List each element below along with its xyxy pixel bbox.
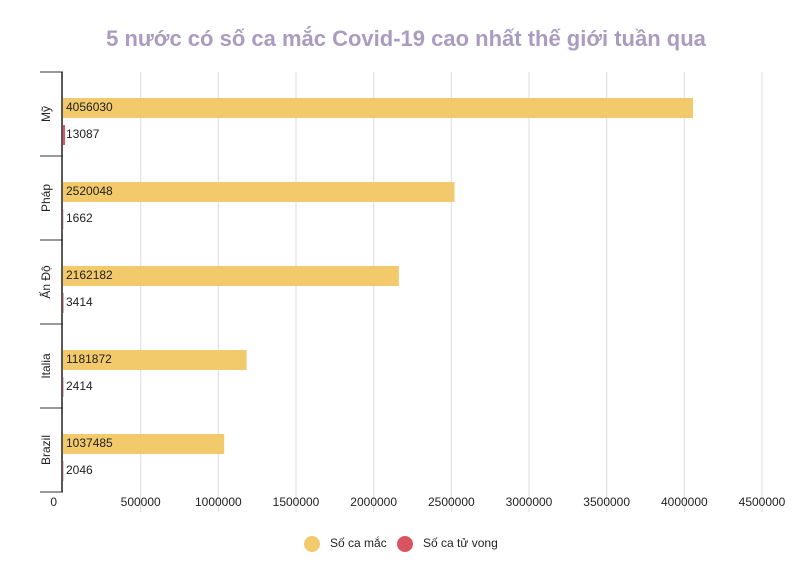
bar	[63, 125, 66, 145]
x-tick-label: 500000	[121, 495, 161, 509]
bar	[63, 434, 225, 454]
bar	[63, 350, 247, 370]
value-label: 2162182	[66, 268, 113, 282]
x-tick-label: 0	[50, 495, 57, 509]
x-tick-label: 2500000	[428, 495, 475, 509]
x-tick-label: 3500000	[583, 495, 630, 509]
x-tick-label: 1500000	[273, 495, 320, 509]
y-tick-label: Brazil	[39, 435, 53, 465]
chart-title: 5 nước có số ca mắc Covid-19 cao nhất th…	[106, 26, 707, 51]
x-tick-label: 4500000	[739, 495, 786, 509]
bar	[63, 182, 455, 202]
value-label: 1662	[66, 211, 93, 225]
x-tick-label: 2000000	[350, 495, 397, 509]
value-label: 4056030	[66, 100, 113, 114]
x-tick-label: 3000000	[506, 495, 553, 509]
legend-swatch	[397, 536, 413, 552]
legend-label: Số ca mắc	[330, 535, 387, 550]
value-label: 2414	[66, 379, 93, 393]
bar	[63, 266, 399, 286]
value-label: 1037485	[66, 436, 113, 450]
y-tick-label: Italia	[39, 353, 53, 379]
y-tick-label: Pháp	[39, 184, 53, 212]
y-tick-label: Ấn Độ	[38, 265, 53, 299]
value-label: 2046	[66, 463, 93, 477]
value-label: 2520048	[66, 184, 113, 198]
bar	[63, 293, 64, 313]
value-label: 13087	[66, 127, 100, 141]
value-label: 1181872	[66, 352, 112, 366]
value-label: 3414	[66, 295, 93, 309]
y-tick-label: Mỹ	[39, 106, 53, 122]
x-tick-label: 1000000	[195, 495, 242, 509]
legend-swatch	[304, 536, 320, 552]
x-tick-label: 4000000	[661, 495, 708, 509]
legend-label: Số ca tử vong	[423, 536, 498, 550]
bar	[63, 98, 694, 118]
